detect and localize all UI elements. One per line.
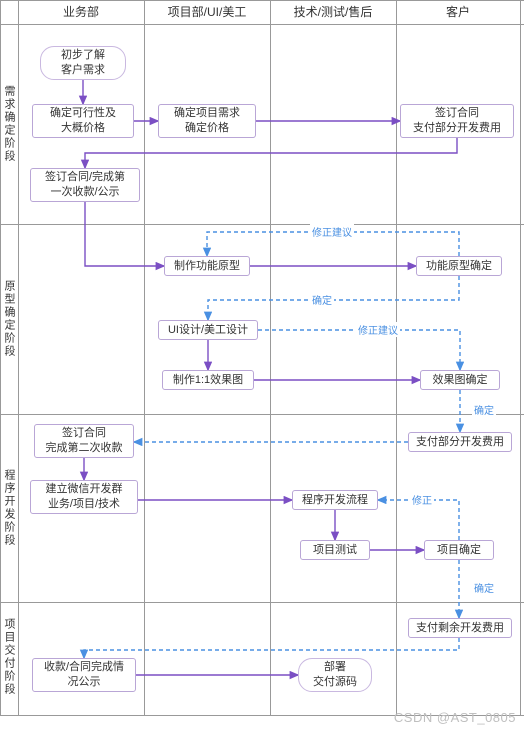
node-n8: UI设计/美工设计 — [158, 320, 258, 340]
node-n3: 确定项目需求确定价格 — [158, 104, 256, 138]
edge-label-7: 确定 — [310, 292, 334, 307]
grid-line — [520, 0, 521, 715]
edge-n17-n18 — [84, 638, 459, 658]
node-n4: 签订合同支付部分开发费用 — [400, 104, 514, 138]
node-n19: 部署交付源码 — [298, 658, 372, 692]
grid-line — [396, 0, 397, 715]
grid-line — [0, 24, 524, 25]
node-n1: 初步了解客户需求 — [40, 46, 126, 80]
row-label-p2: 原型确定阶段 — [0, 224, 18, 414]
edge-label-8: 修正建议 — [356, 322, 400, 337]
edge-label-11: 确定 — [472, 402, 496, 417]
edge-n4-n5 — [85, 138, 457, 168]
node-n9: 制作1:1效果图 — [162, 370, 254, 390]
node-n12: 签订合同完成第二次收款 — [34, 424, 134, 458]
grid-line — [0, 224, 524, 225]
col-header-tech: 技术/测试/售后 — [270, 0, 396, 24]
node-n16: 项目确定 — [424, 540, 494, 560]
edge-label-6: 修正建议 — [310, 224, 354, 239]
edge-label-18: 确定 — [472, 580, 496, 595]
col-header-biz: 业务部 — [18, 0, 144, 24]
grid-line — [18, 0, 19, 715]
node-n5: 签订合同/完成第一次收款/公示 — [30, 168, 140, 202]
row-label-p1: 需求确定阶段 — [0, 24, 18, 224]
grid-line — [0, 602, 524, 603]
node-n17: 支付剩余开发费用 — [408, 618, 512, 638]
row-label-p3a: 程序开发阶段 — [0, 414, 18, 602]
node-n15: 项目测试 — [300, 540, 370, 560]
node-n13: 建立微信开发群业务/项目/技术 — [30, 480, 138, 514]
node-n2: 确定可行性及大概价格 — [32, 104, 134, 138]
node-n18: 收款/合同完成情况公示 — [32, 658, 136, 692]
node-n7: 功能原型确定 — [416, 256, 502, 276]
node-n10: 效果图确定 — [420, 370, 500, 390]
edge-n5-n6 — [85, 202, 164, 266]
node-n11: 支付部分开发费用 — [408, 432, 512, 452]
grid-line — [0, 414, 524, 415]
node-n14: 程序开发流程 — [292, 490, 378, 510]
grid-line — [144, 0, 145, 715]
col-header-pm: 项目部/UI/美工 — [144, 0, 270, 24]
grid-line — [270, 0, 271, 715]
watermark: CSDN @AST_0805 — [394, 710, 516, 725]
edge-label-17: 修正 — [410, 492, 434, 507]
node-n6: 制作功能原型 — [164, 256, 250, 276]
col-header-cust: 客户 — [396, 0, 520, 24]
row-label-p3b: 项目交付阶段 — [0, 602, 18, 712]
